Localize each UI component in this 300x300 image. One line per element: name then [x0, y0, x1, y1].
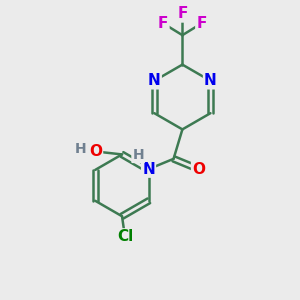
Text: H: H: [74, 142, 86, 155]
Text: N: N: [148, 73, 161, 88]
Text: F: F: [196, 16, 207, 31]
Text: N: N: [204, 73, 217, 88]
Text: Cl: Cl: [117, 230, 133, 244]
Text: F: F: [158, 16, 168, 31]
Text: O: O: [192, 162, 205, 177]
Text: O: O: [89, 144, 102, 159]
Text: N: N: [142, 162, 155, 177]
Text: F: F: [177, 7, 188, 22]
Text: H: H: [132, 148, 144, 162]
